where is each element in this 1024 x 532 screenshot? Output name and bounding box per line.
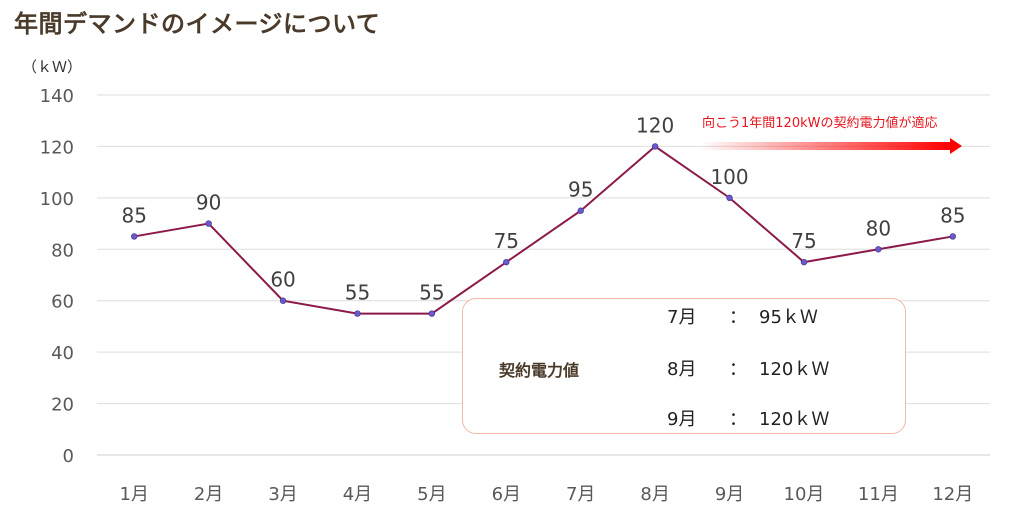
y-axis-unit-label: （ｋＷ）: [22, 58, 83, 76]
x-tick-label: 8月: [640, 484, 669, 505]
data-point: [354, 310, 361, 317]
x-tick-label: 10月: [784, 484, 825, 505]
contract-row-value: 95ｋＷ: [759, 307, 818, 328]
x-tick-label: 2月: [194, 484, 223, 505]
data-label: 85: [121, 203, 146, 227]
data-label: 55: [419, 281, 444, 305]
x-tick-label: 6月: [492, 484, 521, 505]
x-tick-label: 9月: [715, 484, 744, 505]
contract-row-colon: ：: [729, 307, 747, 328]
contract-row-colon: ：: [729, 409, 747, 430]
demand-series-line: [134, 145, 953, 315]
annotation-arrow: [700, 138, 962, 154]
data-label: 90: [196, 191, 221, 215]
x-tick-label: 7月: [566, 484, 595, 505]
contract-power-label: 契約電力値: [499, 361, 580, 380]
data-point: [949, 233, 956, 240]
x-tick-label: 3月: [268, 484, 297, 505]
y-tick-label: 0: [63, 446, 74, 467]
data-point: [651, 143, 659, 150]
data-label: 75: [494, 229, 519, 253]
x-tick-label: 5月: [417, 484, 446, 505]
y-tick-label: 100: [40, 189, 74, 210]
data-label: 100: [710, 165, 748, 189]
x-tick-label: 12月: [932, 484, 973, 505]
x-tick-label: 11月: [858, 484, 899, 505]
y-tick-label: 20: [51, 395, 74, 416]
page-title: 年間デマンドのイメージについて: [14, 10, 381, 38]
data-label: 120: [636, 113, 674, 137]
data-point: [279, 297, 287, 304]
data-label: 95: [568, 178, 593, 202]
contract-row-month: 9月: [667, 409, 697, 430]
contract-power-box: 契約電力値 7月 ： 95ｋＷ 8月 ： 120ｋＷ 9月 ： 120ｋＷ: [462, 298, 906, 434]
data-point: [726, 194, 733, 202]
data-label: 60: [270, 268, 295, 292]
data-point: [428, 310, 436, 317]
data-label: 75: [791, 229, 816, 253]
y-tick-label: 40: [51, 343, 74, 364]
y-tick-label: 60: [51, 292, 74, 313]
data-label: 85: [940, 203, 965, 227]
contract-row-month: 8月: [667, 359, 697, 380]
data-point: [503, 258, 510, 266]
contract-row-colon: ：: [729, 359, 747, 380]
data-label: 55: [345, 281, 370, 305]
y-tick-label: 80: [51, 240, 74, 261]
data-point: [131, 233, 138, 240]
x-tick-label: 1月: [119, 484, 148, 505]
annotation-text: 向こう1年間120kWの契約電力値が適応: [702, 116, 938, 131]
x-tick-label: 4月: [343, 484, 372, 505]
data-point: [577, 207, 584, 214]
data-label: 80: [866, 216, 891, 240]
data-point: [205, 220, 212, 227]
data-point: [800, 258, 808, 266]
y-tick-label: 120: [40, 137, 74, 158]
data-point: [875, 246, 882, 253]
contract-row-month: 7月: [667, 307, 697, 328]
contract-row-value: 120ｋＷ: [759, 409, 830, 430]
contract-row-value: 120ｋＷ: [759, 359, 830, 380]
y-tick-label: 140: [40, 86, 74, 107]
